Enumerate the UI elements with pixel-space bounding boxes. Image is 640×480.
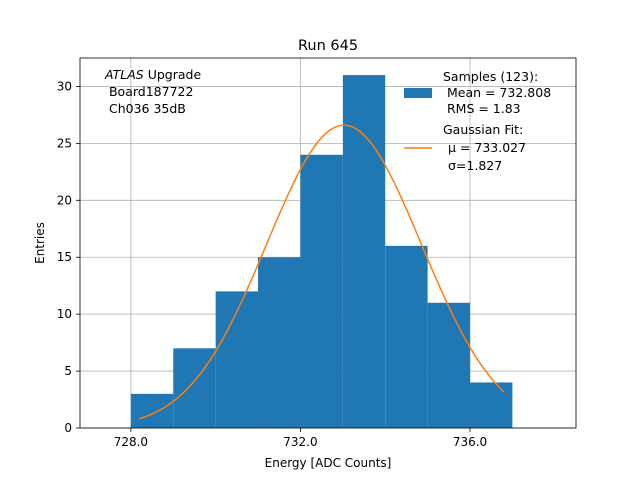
x-axis-ticks: 728.0 732.0 736.0	[114, 428, 487, 449]
legend-samples-line-2: Mean = 732.808	[443, 85, 551, 100]
annotation-line-1: ATLAS Upgrade	[104, 67, 201, 82]
histogram-bar	[342, 75, 386, 429]
run-annotation: ATLAS Upgrade Board187722 Ch036 35dB	[104, 67, 201, 116]
atlas-label: ATLAS	[104, 67, 144, 82]
y-axis-ticks: 0 5 10 15 20 25 30	[57, 79, 80, 435]
upgrade-label: Upgrade	[144, 67, 202, 82]
y-tick-label: 15	[57, 250, 72, 264]
histogram-bars	[130, 75, 513, 429]
histogram-bar	[470, 382, 513, 428]
y-tick-label: 30	[57, 79, 72, 93]
channel-label: Ch036 35dB	[105, 101, 186, 116]
legend-samples-line-3: RMS = 1.83	[443, 101, 521, 116]
histogram-bar	[130, 393, 174, 428]
histogram-bar	[427, 302, 471, 428]
x-tick-label: 728.0	[114, 435, 148, 449]
y-tick-label: 25	[57, 136, 72, 150]
x-axis-label: Energy [ADC Counts]	[265, 456, 392, 470]
x-tick-label: 736.0	[453, 435, 487, 449]
legend-samples-line-1: Samples (123):	[443, 69, 538, 84]
histogram-bar	[258, 257, 301, 428]
legend-samples-swatch	[404, 88, 432, 98]
board-label: Board187722	[105, 84, 193, 99]
legend-fit-line-3: σ=1.827	[448, 158, 502, 173]
y-tick-label: 10	[57, 307, 72, 321]
y-tick-label: 5	[64, 364, 72, 378]
histogram-bar	[215, 291, 259, 428]
gaussian-fit-curve	[139, 124, 505, 420]
legend-fit-line-2: μ = 733.027	[448, 140, 526, 155]
legend-fit-line-1: Gaussian Fit:	[443, 122, 523, 137]
y-tick-label: 20	[57, 193, 72, 207]
x-tick-label: 732.0	[283, 435, 317, 449]
histogram-bar	[300, 154, 343, 428]
y-axis-label: Entries	[33, 222, 47, 264]
chart-title: Run 645	[298, 38, 358, 54]
histogram-bar	[385, 245, 428, 428]
legend: Samples (123): Mean = 732.808 RMS = 1.83…	[404, 69, 551, 173]
plot-frame	[79, 57, 577, 429]
y-tick-label: 0	[64, 421, 72, 435]
